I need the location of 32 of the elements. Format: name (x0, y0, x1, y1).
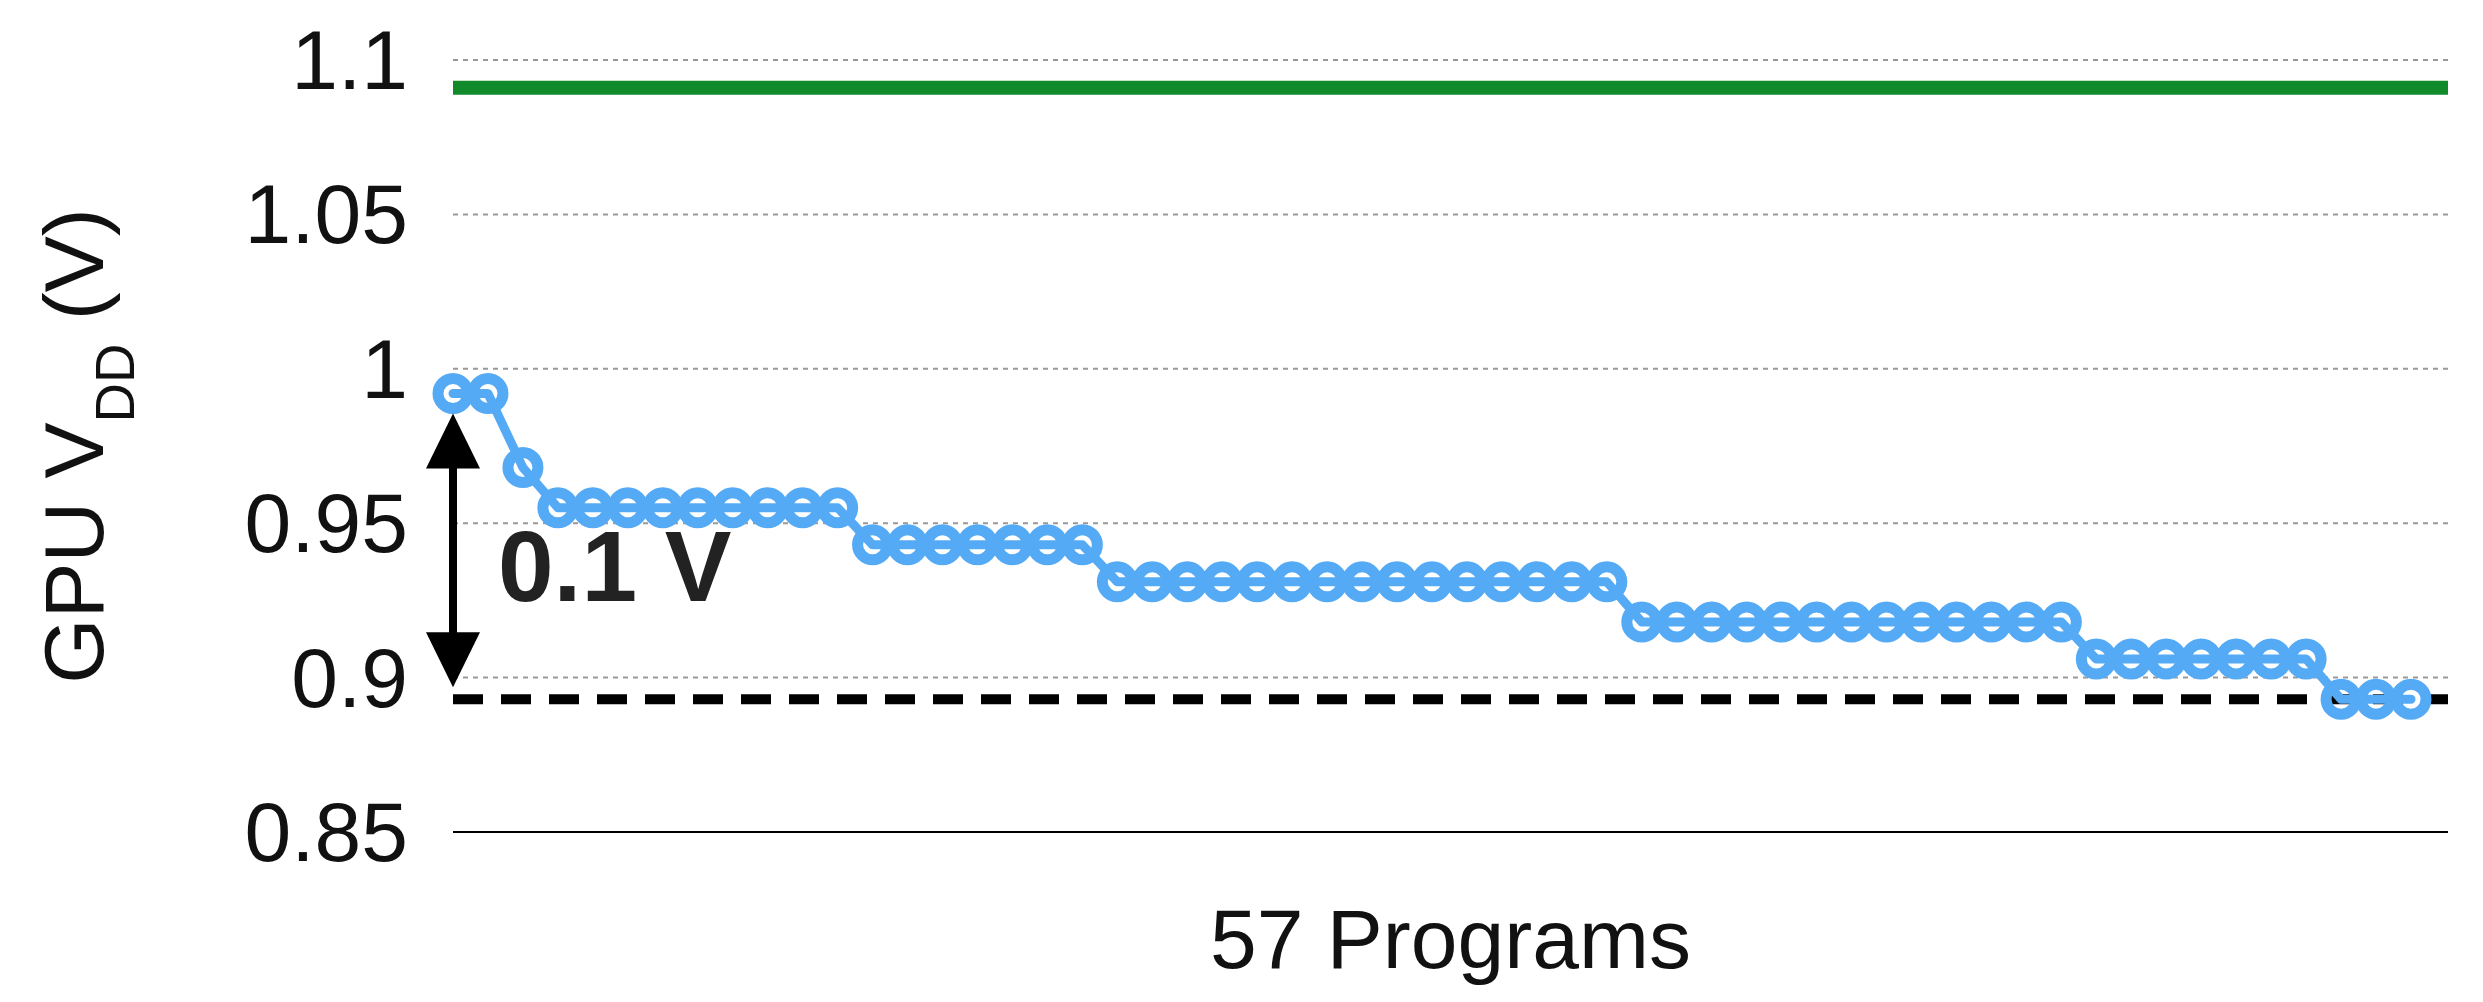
point (1306, 561, 1348, 603)
point (1201, 561, 1243, 603)
point (2355, 678, 2397, 720)
point (1131, 561, 1173, 603)
point (502, 447, 544, 489)
point (2180, 638, 2222, 680)
annotation: 0.1 V (498, 510, 732, 623)
y-tick-label: 0.85 (244, 785, 408, 879)
point (817, 487, 859, 529)
x-axis-title: 57 Programs (1210, 892, 1691, 986)
point (922, 524, 963, 566)
point (1096, 561, 1138, 603)
y-tick-label: 1.1 (291, 13, 408, 107)
y-tick-label: 0.9 (291, 630, 408, 725)
point (2075, 638, 2117, 680)
point (2320, 678, 2362, 720)
y-tick-label: 0.95 (244, 476, 408, 571)
point (1901, 601, 1942, 643)
point (1271, 561, 1313, 603)
point (2145, 638, 2187, 680)
point (1341, 561, 1383, 603)
y-tick-label: 1.05 (244, 167, 408, 262)
point (2110, 638, 2152, 680)
point (2250, 638, 2292, 680)
point (2215, 638, 2257, 680)
y-tick-label: 1 (361, 321, 408, 416)
point (1236, 561, 1278, 603)
point (1166, 561, 1208, 603)
point (1586, 561, 1628, 603)
point (467, 373, 509, 414)
point (2285, 638, 2327, 680)
point (2390, 678, 2432, 720)
